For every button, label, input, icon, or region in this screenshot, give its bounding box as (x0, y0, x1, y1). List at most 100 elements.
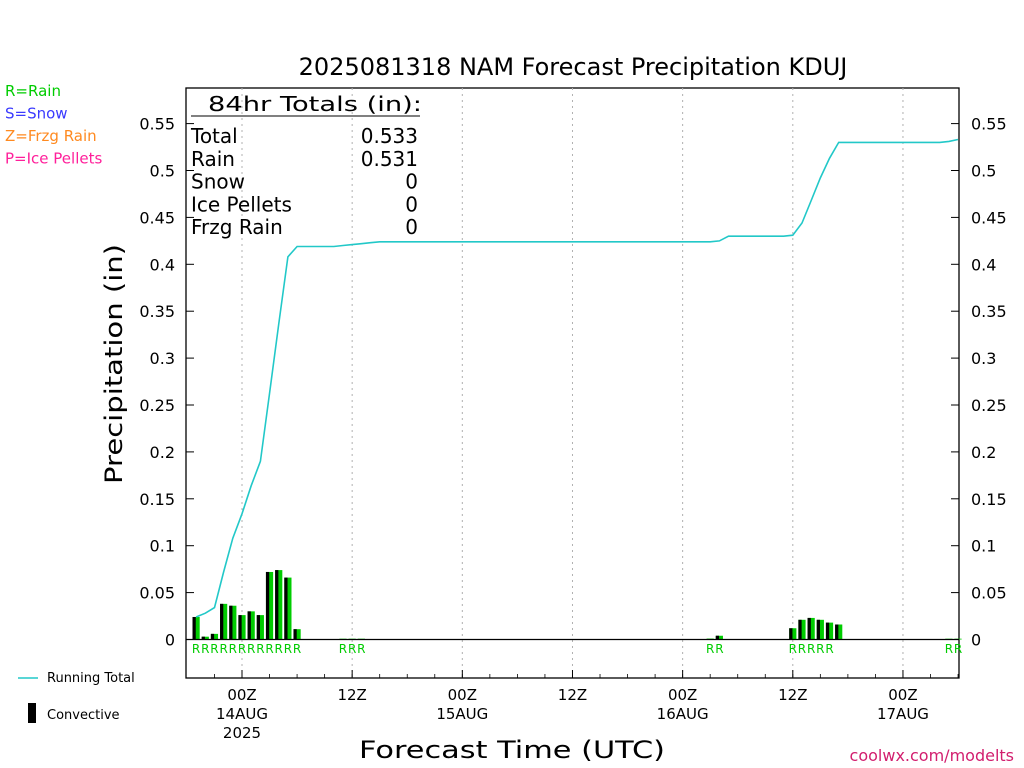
convective-legend-swatch (28, 703, 36, 723)
precip-bar (825, 622, 834, 640)
ptype-marker: R (201, 642, 209, 656)
precip-bar (789, 628, 797, 640)
ptype-marker: R (256, 642, 264, 656)
precip-bars (192, 570, 962, 640)
grid-lines (241, 88, 904, 678)
y-tick-label-left: 0.3 (150, 349, 175, 368)
ptype-marker: R (293, 642, 301, 656)
convective-bar (229, 605, 233, 640)
x-tick-label: 00Z (227, 686, 256, 704)
running-total-line (195, 138, 959, 618)
precip-bar (265, 571, 274, 640)
ptype-marker: R (789, 642, 797, 656)
chart-title: 2025081318 NAM Forecast Precipitation KD… (299, 53, 848, 81)
ptype-marker: R (229, 642, 237, 656)
convective-bar (825, 622, 830, 640)
precip-bar (798, 619, 806, 640)
precip-bar (238, 615, 246, 640)
x-tick-label: 12Z (558, 686, 587, 704)
y-tick-label-right: 0.15 (971, 490, 1007, 509)
y-tick-label-left: 0.5 (150, 162, 175, 181)
totals-value: 0.531 (361, 147, 418, 171)
running-total-legend-label: Running Total (47, 671, 135, 686)
ptype-marker: R (284, 642, 292, 656)
convective-bar (715, 635, 719, 640)
y-tick-label-left: 0.2 (150, 443, 175, 462)
ptype-marker: R (798, 642, 806, 656)
convective-bar (201, 636, 205, 640)
y-tick-label-right: 0.5 (971, 162, 996, 181)
y-tick-label-right: 0.4 (971, 255, 996, 274)
precip-bar (835, 624, 843, 640)
precip-bar (201, 636, 209, 640)
precip-bar (284, 577, 292, 640)
ptype-marker: R (210, 642, 218, 656)
y-tick-label-left: 0.55 (139, 115, 175, 134)
totals-value: 0 (405, 170, 418, 194)
y-tick-label-left: 0.35 (139, 302, 175, 321)
convective-bar (256, 615, 260, 640)
precip-bar (715, 635, 723, 640)
ptype-marker: R (348, 642, 356, 656)
convective-bar (835, 624, 839, 640)
y-tick-label-left: 0.15 (139, 490, 175, 509)
ptype-marker: R (807, 642, 815, 656)
precip-bar (256, 615, 264, 640)
totals-value: 0 (405, 192, 418, 216)
y-tick-label-right: 0.05 (971, 584, 1007, 603)
convective-bar (789, 628, 793, 640)
convective-bar (210, 633, 215, 640)
totals-label: Snow (191, 170, 245, 194)
convective-bar (265, 571, 270, 640)
totals-label: Ice Pellets (191, 192, 292, 216)
precip-bar (192, 616, 200, 640)
ptype-marker: R (339, 642, 347, 656)
y-tick-label-left: 0.4 (150, 255, 175, 274)
y-axis-label: Precipitation (in) (100, 244, 128, 484)
convective-bar (293, 629, 297, 640)
convective-bar (238, 615, 242, 640)
ptype-legend-item: R=Rain (5, 82, 61, 100)
y-tick-label-left: 0.25 (139, 396, 175, 415)
precip-bar (807, 617, 815, 640)
ptype-legend-item: Z=Frzg Rain (5, 127, 97, 145)
precip-bar (229, 605, 237, 640)
precip-bar (816, 619, 824, 640)
ptype-marker: R (825, 642, 833, 656)
x-tick-date: 16AUG (657, 705, 709, 723)
x-tick-date: 17AUG (877, 705, 929, 723)
precip-bar (275, 570, 283, 640)
x-tick-label: 00Z (668, 686, 697, 704)
x-tick-label: 12Z (337, 686, 366, 704)
y-tick-label-left: 0.1 (150, 537, 175, 556)
totals-label: Rain (191, 147, 235, 171)
convective-bar (284, 577, 288, 640)
precip-bar (293, 629, 301, 640)
convective-bar (192, 616, 196, 640)
y-tick-label-right: 0.55 (971, 115, 1007, 134)
ptype-marker: R (238, 642, 246, 656)
x-tick-date: 15AUG (436, 705, 488, 723)
ptype-legend-item: S=Snow (5, 105, 68, 123)
convective-legend-label: Convective (47, 708, 120, 723)
totals-box: 84hr Totals (in): Total 0.533 Rain 0.531 Sno… (190, 92, 422, 239)
y-tick-label-right: 0.2 (971, 443, 996, 462)
convective-bar (275, 570, 279, 640)
ptype-marker: R (219, 642, 227, 656)
totals-heading: 84hr Totals (in): (208, 92, 422, 116)
ptype-marker: R (275, 642, 283, 656)
credit-link[interactable]: coolwx.com/modelts (850, 746, 1014, 765)
precip-bar (220, 603, 228, 640)
y-tick-label-right: 0.45 (971, 208, 1007, 227)
ptype-marker: R (192, 642, 200, 656)
ptype-marker: R (357, 642, 365, 656)
ptype-marker: R (715, 642, 723, 656)
ptype-marker: R (706, 642, 714, 656)
y-tick-label-right: 0.1 (971, 537, 996, 556)
y-tick-label-right: 0.3 (971, 349, 996, 368)
y-axis: 0 00.05 0.050.1 0.10.15 0.150.2 0.20.25 0.250.… (139, 115, 1006, 650)
y-tick-label-right: 0 (971, 631, 981, 650)
x-tick-label: 00Z (888, 686, 917, 704)
